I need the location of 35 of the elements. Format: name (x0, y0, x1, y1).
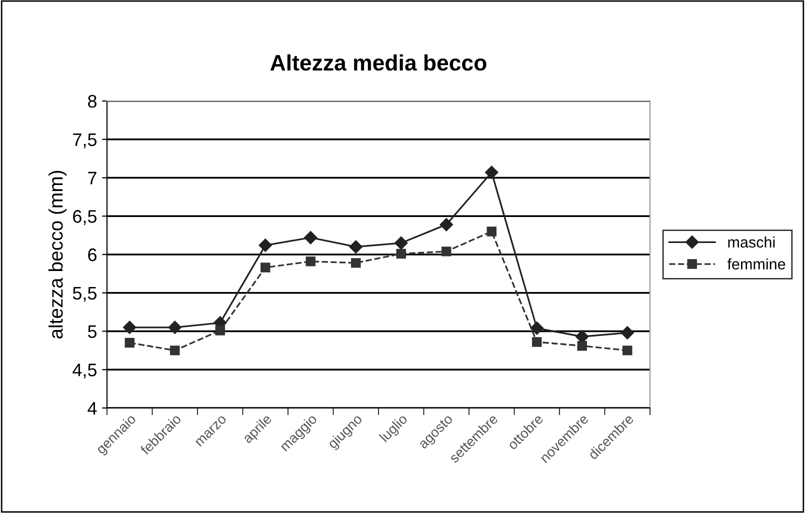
point (532, 337, 542, 347)
point (440, 218, 453, 232)
point (620, 326, 634, 340)
point (351, 258, 361, 268)
y-axis-title: altezza becco (mm) (48, 170, 67, 338)
point (168, 320, 182, 334)
point (304, 231, 318, 244)
point (485, 166, 498, 179)
legend-label: femmine (727, 258, 786, 270)
y-tick-label: 7,5 (73, 133, 97, 148)
chart-title: Altezza media becco (270, 54, 486, 71)
y-tick-label: 4 (88, 402, 97, 415)
y-tick-label: 6 (88, 248, 96, 262)
y-tick-label: 8 (88, 94, 96, 108)
point (530, 322, 544, 335)
point (396, 248, 406, 259)
point (258, 238, 272, 252)
y-tick-label: 6,5 (73, 210, 97, 225)
legend-label: maschi (728, 236, 775, 248)
point (349, 240, 362, 254)
point (123, 320, 136, 334)
point (577, 340, 587, 351)
point (622, 346, 632, 356)
y-tick-label: 7 (88, 172, 96, 184)
point (442, 246, 452, 256)
point (124, 338, 134, 348)
y-tick-label: 5 (88, 325, 97, 338)
point (260, 262, 270, 272)
point (170, 346, 180, 356)
point (306, 256, 316, 266)
point (215, 326, 225, 336)
point (486, 226, 496, 236)
y-tick-label: 5,5 (72, 286, 97, 302)
point (394, 236, 408, 250)
y-tick-label: 4,5 (72, 364, 97, 378)
